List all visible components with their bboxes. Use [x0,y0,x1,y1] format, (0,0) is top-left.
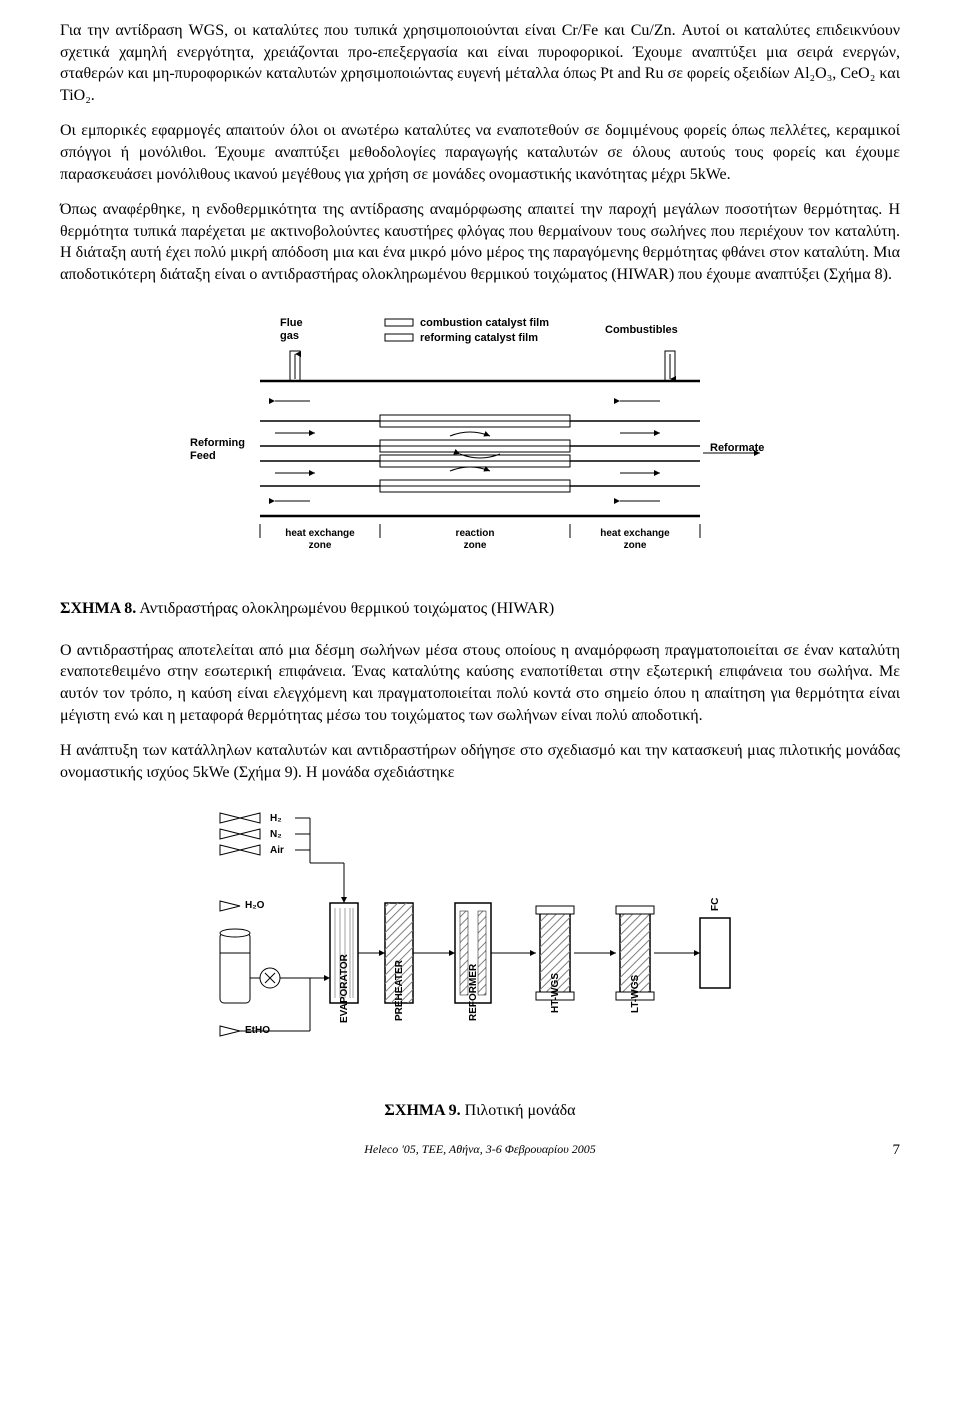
reformer-label: REFORMER [468,963,479,1021]
page-footer: Heleco '05, ΤΕΕ, Αθήνα, 3-6 Φεβρουαρίου … [60,1141,900,1157]
hiwar-diagram: Flue gas combustion catalyst film reform… [160,306,800,593]
reaction-zone: reaction [456,528,495,539]
reformate-label: Reformate [710,442,764,454]
ltwgs-label: LT-WGS [630,975,641,1013]
evaporator-label: EVAPORATOR [339,954,350,1024]
paragraph-5: Η ανάπτυξη των κατάλληλων καταλυτών και … [60,740,900,783]
heat-ex-right: heat exchange [600,528,670,539]
legend-reform-text: reforming catalyst film [420,332,538,344]
svg-text:zone: zone [624,540,647,551]
htwgs-label: HT-WGS [550,973,561,1013]
page-number: 7 [893,1140,901,1160]
preheater-label: PREHEATER [394,960,405,1022]
tank [220,933,250,1003]
legend-comb-text: combustion catalyst film [420,317,549,329]
svg-text:Feed: Feed [190,450,216,462]
figure-9-caption: ΣΧΗΜΑ 9. Πιλοτική μονάδα [60,1100,900,1122]
reforming-feed-label: Reforming [190,437,245,449]
legend-comb-box [385,319,413,326]
paragraph-4: Ο αντιδραστήρας αποτελείται από μια δέσμ… [60,640,900,726]
figure-9-container: H₂ N₂ Air H₂O EtHO [60,803,900,1121]
heat-ex-left: heat exchange [285,528,355,539]
fc-label: FC [710,898,721,911]
flue-gas-label: Flue [280,317,303,329]
svg-text:zone: zone [309,540,332,551]
legend-reform-box [385,334,413,341]
pilot-svg: H₂ N₂ Air H₂O EtHO [200,803,760,1083]
paragraph-2: Οι εμπορικές εφαρμογές απαιτούν όλοι οι … [60,120,900,185]
n2-label: N₂ [270,829,282,840]
svg-text:gas: gas [280,330,299,342]
paragraph-1: Για την αντίδραση WGS, οι καταλύτες που … [60,20,900,106]
figure-8-container: Flue gas combustion catalyst film reform… [60,306,900,620]
h2o-label: H₂O [245,900,265,911]
fc-box [700,918,730,988]
hiwar-svg: Flue gas combustion catalyst film reform… [160,306,800,586]
air-label: Air [270,845,284,856]
pilot-diagram: H₂ N₂ Air H₂O EtHO [200,803,760,1090]
paragraph-3: Όπως αναφέρθηκε, η ενδοθερμικότητα της α… [60,199,900,285]
combustibles-label: Combustibles [605,324,678,336]
figure-8-caption: ΣΧΗΜΑ 8. Αντιδραστήρας ολοκληρωμένου θερ… [60,598,900,620]
svg-text:zone: zone [464,540,487,551]
